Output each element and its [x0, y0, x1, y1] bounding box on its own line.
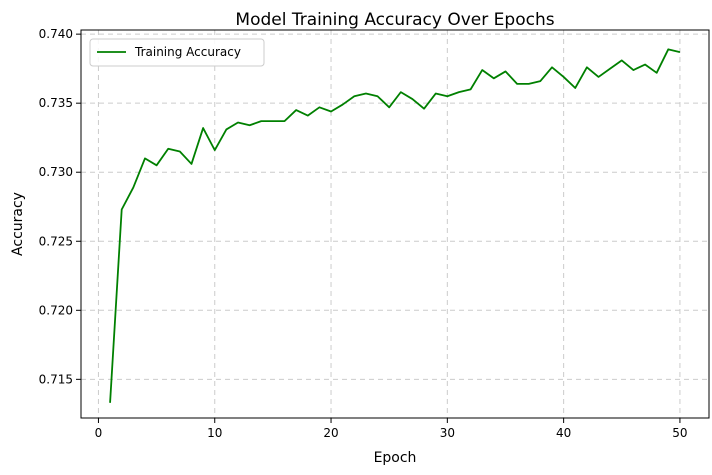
legend-box: [89, 38, 265, 67]
y-axis: 0.715 0.720 0.725 0.730 0.735 0.740: [39, 27, 81, 386]
x-tick-label: 40: [556, 426, 571, 440]
y-tick-label: 0.730: [39, 165, 73, 179]
x-tick-label: 20: [323, 426, 338, 440]
x-axis: 0 10 20 30 40 50: [95, 418, 688, 440]
plot-area: [81, 30, 709, 418]
x-tick-label: 50: [672, 426, 687, 440]
chart-title: Model Training Accuracy Over Epochs: [235, 10, 554, 30]
x-tick-label: 30: [440, 426, 455, 440]
x-tick-label: 0: [95, 426, 103, 440]
y-tick-label: 0.740: [39, 27, 73, 41]
y-tick-label: 0.735: [39, 96, 73, 110]
legend: Training Accuracy: [89, 38, 265, 67]
y-tick-label: 0.720: [39, 303, 73, 317]
y-tick-label: 0.725: [39, 234, 73, 248]
y-axis-title: Accuracy: [10, 192, 26, 256]
plot-frame: [80, 29, 710, 419]
series-line-training-accuracy: [109, 48, 681, 403]
grid: [81, 30, 709, 418]
legend-label-training-accuracy: Training Accuracy: [134, 45, 241, 59]
x-axis-title: Epoch: [374, 450, 417, 466]
series-layer: [109, 48, 681, 403]
x-tick-label: 10: [207, 426, 222, 440]
y-tick-label: 0.715: [39, 372, 73, 386]
